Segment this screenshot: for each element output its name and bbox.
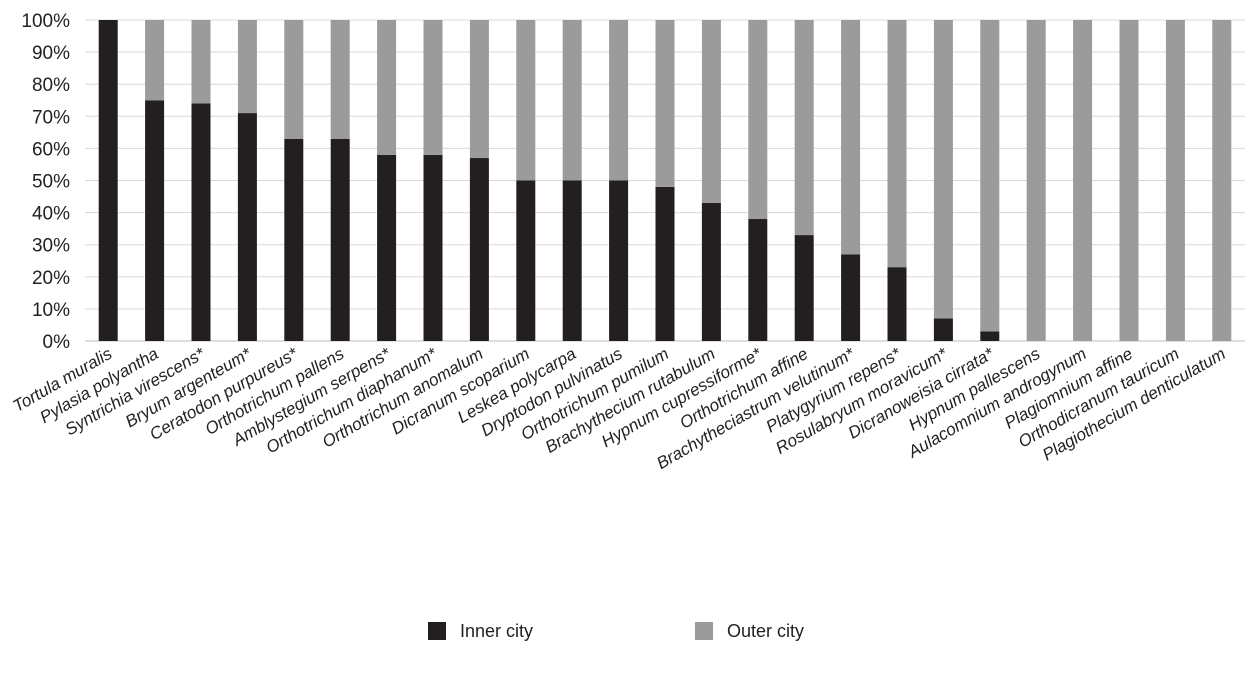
bar-inner-city xyxy=(841,254,861,341)
bars xyxy=(98,20,1232,342)
y-tick-label: 30% xyxy=(32,236,70,257)
bar-inner-city xyxy=(609,180,629,341)
bar-outer-city xyxy=(794,20,814,236)
bar-outer-city xyxy=(1165,20,1185,341)
bar-outer-city xyxy=(1073,20,1093,341)
bar-inner-city xyxy=(98,20,118,341)
y-tick-label: 90% xyxy=(32,43,70,64)
bar-inner-city xyxy=(469,158,489,341)
bar-outer-city xyxy=(887,20,907,268)
legend-label: Outer city xyxy=(727,621,804,641)
bar-outer-city xyxy=(980,20,1000,332)
y-tick-label: 100% xyxy=(21,11,70,32)
legend-swatch xyxy=(428,622,446,640)
bar-inner-city xyxy=(655,186,675,341)
bar-outer-city xyxy=(655,20,675,187)
bar-inner-city xyxy=(980,331,1000,341)
bar-outer-city xyxy=(933,20,953,319)
bar-inner-city xyxy=(191,103,211,342)
bar-inner-city xyxy=(748,219,768,341)
legend: Inner city Outer city xyxy=(428,621,804,641)
bar-inner-city xyxy=(284,138,304,341)
y-tick-label: 80% xyxy=(32,75,70,96)
legend-label: Inner city xyxy=(460,621,533,641)
bar-outer-city xyxy=(377,20,397,155)
y-tick-label: 70% xyxy=(32,107,70,128)
bar-inner-city xyxy=(237,113,257,341)
bar-inner-city xyxy=(145,100,165,341)
bar-outer-city xyxy=(191,20,211,104)
bar-outer-city xyxy=(1026,20,1046,341)
bar-outer-city xyxy=(423,20,443,155)
y-tick-label: 60% xyxy=(32,139,70,160)
bar-outer-city xyxy=(1212,20,1232,341)
legend-swatch xyxy=(695,622,713,640)
bar-outer-city xyxy=(1119,20,1139,341)
bar-outer-city xyxy=(284,20,304,139)
bar-outer-city xyxy=(562,20,582,181)
bar-inner-city xyxy=(330,138,350,341)
bar-outer-city xyxy=(145,20,165,101)
bar-inner-city xyxy=(887,267,907,341)
y-tick-label: 20% xyxy=(32,268,70,289)
bar-outer-city xyxy=(701,20,721,203)
bar-inner-city xyxy=(423,154,443,341)
bar-outer-city xyxy=(516,20,536,181)
y-axis: 0% 10% 20% 30% 40% 50% 60% 70% 80% 90% 100% xyxy=(21,11,70,353)
bar-outer-city xyxy=(748,20,768,220)
bar-outer-city xyxy=(609,20,629,181)
bar-inner-city xyxy=(516,180,536,341)
bar-outer-city xyxy=(841,20,861,255)
y-tick-label: 50% xyxy=(32,172,70,193)
bar-inner-city xyxy=(794,235,814,341)
bar-inner-city xyxy=(377,154,397,341)
bar-inner-city xyxy=(933,318,953,341)
bar-inner-city xyxy=(701,202,721,341)
bar-inner-city xyxy=(562,180,582,341)
y-tick-label: 0% xyxy=(43,332,71,353)
bar-outer-city xyxy=(237,20,257,114)
bar-outer-city xyxy=(469,20,489,159)
y-tick-label: 10% xyxy=(32,300,70,321)
bar-outer-city xyxy=(330,20,350,139)
y-tick-label: 40% xyxy=(32,204,70,225)
